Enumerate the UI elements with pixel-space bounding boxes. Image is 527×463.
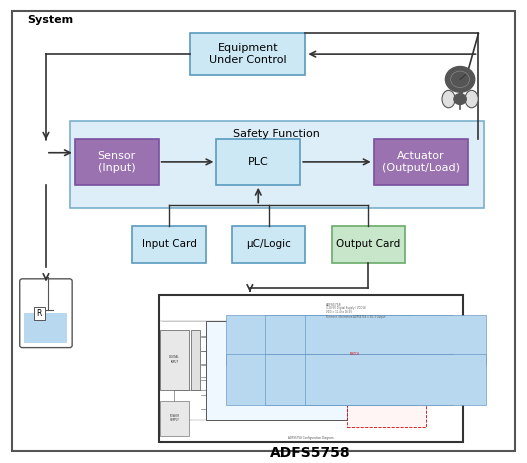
FancyBboxPatch shape <box>159 295 463 442</box>
FancyBboxPatch shape <box>353 322 375 361</box>
Text: Output Card: Output Card <box>336 239 401 250</box>
FancyBboxPatch shape <box>160 330 189 390</box>
FancyBboxPatch shape <box>24 313 67 344</box>
FancyBboxPatch shape <box>226 315 413 365</box>
FancyBboxPatch shape <box>190 33 306 75</box>
Text: SWITCH: SWITCH <box>350 351 360 356</box>
Text: PLC: PLC <box>248 157 269 167</box>
Ellipse shape <box>442 90 455 108</box>
Text: ADFS5758 Configuration Diagram: ADFS5758 Configuration Diagram <box>288 436 334 440</box>
FancyBboxPatch shape <box>305 315 486 365</box>
Text: ADFS5758: ADFS5758 <box>270 446 351 460</box>
FancyBboxPatch shape <box>331 226 405 263</box>
FancyBboxPatch shape <box>305 354 486 405</box>
FancyBboxPatch shape <box>232 226 306 263</box>
FancyBboxPatch shape <box>374 139 468 185</box>
FancyBboxPatch shape <box>70 121 484 208</box>
FancyBboxPatch shape <box>12 11 515 451</box>
Text: Input Card: Input Card <box>142 239 197 250</box>
Circle shape <box>454 94 466 105</box>
Text: Equipment
Under Control: Equipment Under Control <box>209 43 287 65</box>
Text: POWER
SUPPLY: POWER SUPPLY <box>169 414 180 422</box>
FancyBboxPatch shape <box>19 279 72 348</box>
FancyBboxPatch shape <box>265 315 453 365</box>
FancyBboxPatch shape <box>353 349 375 388</box>
FancyBboxPatch shape <box>75 139 159 185</box>
FancyBboxPatch shape <box>265 354 453 405</box>
Text: System: System <box>27 15 74 25</box>
Text: R: R <box>37 309 42 318</box>
Text: μC/Logic: μC/Logic <box>246 239 291 250</box>
Text: DIGITAL
INPUT: DIGITAL INPUT <box>169 355 180 364</box>
Text: Actuator
(Output/Load): Actuator (Output/Load) <box>382 150 460 173</box>
FancyBboxPatch shape <box>347 350 426 427</box>
Ellipse shape <box>465 90 478 108</box>
Text: 3.3V/5V Digital Supply / VDD18
VDD = 11.4 to 16.5V
For more information ADFS5758: 3.3V/5V Digital Supply / VDD18 VDD = 11.… <box>326 306 385 319</box>
FancyBboxPatch shape <box>353 375 375 414</box>
FancyBboxPatch shape <box>34 307 45 319</box>
FancyBboxPatch shape <box>132 226 206 263</box>
FancyBboxPatch shape <box>226 354 413 405</box>
FancyBboxPatch shape <box>206 321 347 419</box>
FancyBboxPatch shape <box>191 330 200 390</box>
Text: ADFS5758: ADFS5758 <box>326 303 341 307</box>
Text: Sensor
(Input): Sensor (Input) <box>97 150 136 173</box>
FancyBboxPatch shape <box>160 400 189 436</box>
FancyBboxPatch shape <box>216 139 300 185</box>
Text: Safety Function: Safety Function <box>233 129 320 139</box>
Circle shape <box>445 67 475 92</box>
